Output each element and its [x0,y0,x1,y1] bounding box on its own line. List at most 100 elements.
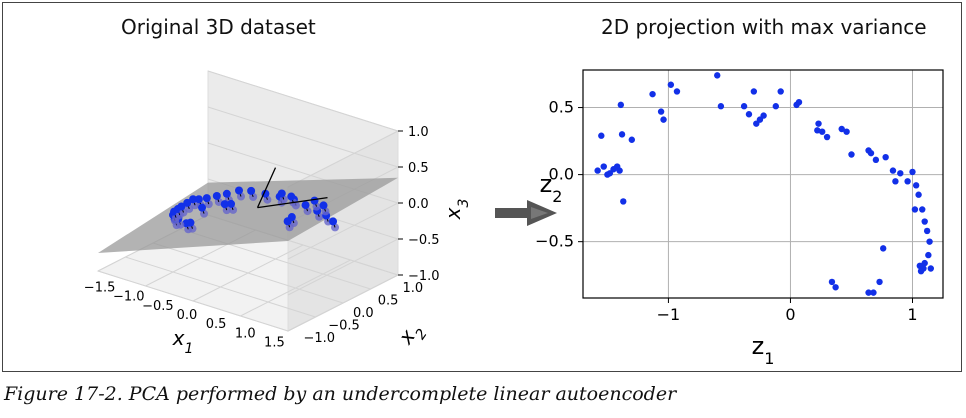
scatter-point [777,88,784,95]
scatter-point [620,198,627,205]
plot-area [582,69,944,299]
data-point [183,198,192,207]
scatter-point [870,289,877,296]
data-point [234,186,243,195]
scatter-point [832,284,839,291]
scatter-point [865,289,872,296]
y-tick-label: 1.0 [403,281,424,296]
figure-caption: Figure 17-2. PCA performed by an underco… [4,383,677,405]
z-axis-label: x3 [441,199,472,221]
x-axis-label: x1 [172,326,194,357]
projection-plane [98,177,398,253]
scatter-2d-chart: −1 0 1−0.50.00.5 z1 z2 [535,69,944,368]
data-point [247,186,256,195]
scatter-point [714,72,721,79]
scatter-point [818,128,826,135]
scatter-point [598,132,605,139]
pane-grid-line [287,202,399,260]
scatter-point [745,111,753,118]
scatter-point [876,278,883,286]
data-point [227,199,236,208]
x-tick-label: 1.5 [264,336,285,351]
scatter-point [740,103,748,110]
data-point [189,195,198,204]
scatter-point [897,170,904,177]
scatter-point [923,227,931,235]
scatter-point [617,101,625,109]
x-tick-label: −1.5 [84,280,116,295]
scatter-point [628,136,636,143]
data-point [283,217,292,226]
scatter-point [649,90,656,98]
y-tick-label: 0.0 [549,165,574,184]
data-point [220,200,229,209]
scatter-point [717,103,725,110]
scatter-point [904,178,911,185]
right-chart-title: 2D projection with max variance [601,15,927,39]
data-point [319,201,328,210]
x-axis-label: z1 [752,332,775,368]
pane-grid-line [287,130,399,188]
scatter-point [912,182,920,189]
data-point [212,191,221,200]
figure-frame: Original 3D dataset 2D projection with m… [2,2,962,372]
scatter-point [880,245,887,252]
y-tick-label: 0.5 [378,293,399,308]
data-points-3d [169,167,340,234]
scatter-point [872,156,880,164]
x-tick-label: −1 [657,305,681,324]
scatter-point [848,151,855,158]
data-point [177,202,186,211]
data-point [277,189,286,198]
scatter-point [843,128,850,135]
plane-surface [98,177,398,253]
grid-lines [583,70,943,298]
scatter-point [772,103,780,110]
data-point [202,194,211,203]
data-point [194,195,203,204]
scatter-point [917,267,925,275]
y-tick-label: 0.5 [549,98,574,117]
right-arrow-icon [495,200,557,226]
pane-grid-line [207,106,399,168]
scatter-point [921,259,928,267]
scatter-point [616,167,623,174]
scatter-point [892,178,899,185]
scatter-point [921,218,928,225]
scatter-point [814,127,821,134]
x-tick-label: 0 [785,305,795,324]
data-point [301,201,310,210]
data-point [287,192,296,201]
axis-ticks-2d: −1 0 1 −0.5 0.0 0.5 [535,98,917,324]
data-point [310,196,319,205]
x-tick-label: 0.0 [177,308,198,323]
pane-grid-line [287,238,399,296]
scatter-point [760,112,767,119]
data-points-2d [594,72,934,296]
z-tick-label: −1.0 [408,269,440,284]
scatter-point [889,167,897,174]
scatter-point [926,238,933,245]
z-tick-label: 0.5 [408,161,429,176]
y-tick-label: −0.5 [535,232,574,251]
data-point [186,218,195,227]
scatter-point [925,251,932,259]
scatter-point [909,168,916,176]
scatter-point [750,88,758,95]
z-tick-label: 0.0 [408,197,429,212]
z-tick-label: −0.5 [408,233,440,248]
scatter-3d-chart: −1.5−1.0−0.50.00.51.01.5 −1.0−0.50.00.51.… [84,70,472,357]
x-tick-label: −0.5 [142,299,174,314]
scatter-point [795,98,803,106]
principal-axis-2 [256,167,277,208]
scatter-point [838,125,845,133]
floor-grid-line [152,242,344,304]
x-tick-label: −1.0 [113,290,145,305]
floor-grid-line [287,274,399,332]
scatter-point [823,133,831,141]
scatter-point [919,206,926,213]
y-tick-label: −0.5 [328,319,360,334]
scatter-point [618,131,626,138]
x-tick-label: 1 [907,305,917,324]
scatter-point [660,116,667,123]
